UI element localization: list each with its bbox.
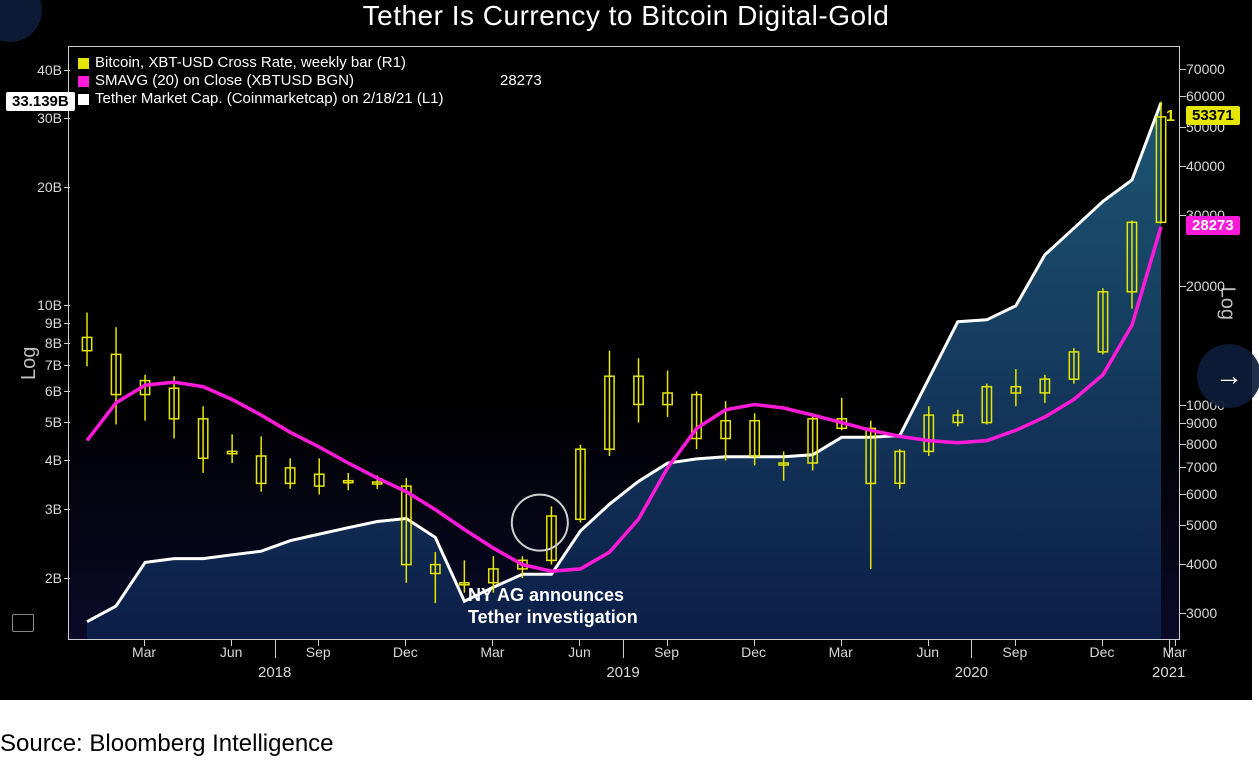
y-left-tick-label: 5B: [45, 414, 62, 430]
legend: Bitcoin, XBT-USD Cross Rate, weekly bar …: [78, 54, 444, 108]
y-right-tick-label: 9000: [1186, 415, 1217, 431]
tether-area: [87, 103, 1161, 639]
legend-swatch-smavg: [78, 76, 89, 87]
y-right-tick-label: 5000: [1186, 517, 1217, 533]
x-month-label: Jun: [568, 644, 591, 660]
x-year-label: 2018: [258, 664, 291, 681]
annotation-line2: Tether investigation: [468, 606, 638, 628]
x-month-label: Mar: [829, 644, 853, 660]
chart-title: Tether Is Currency to Bitcoin Digital-Go…: [0, 0, 1252, 32]
chart-container: Tether Is Currency to Bitcoin Digital-Go…: [0, 0, 1259, 767]
x-year-label: 2020: [955, 664, 988, 681]
x-month-label: Sep: [1002, 644, 1027, 660]
y-left-tick-label: 8B: [45, 335, 62, 351]
last-value-marker: 1: [1166, 108, 1175, 126]
legend-row-tether: Tether Market Cap. (Coinmarketcap) on 2/…: [78, 90, 444, 108]
x-year-label: 2021: [1152, 664, 1185, 681]
source-attribution: Source: Bloomberg Intelligence: [0, 730, 334, 758]
plot-svg: [69, 47, 1179, 639]
y-right-tick-label: 3000: [1186, 605, 1217, 621]
x-month-label: Jun: [916, 644, 939, 660]
y-left-tick-label: 30B: [37, 110, 62, 126]
x-axis-labels: MarJunSepDecMarJunSepDecMarJunSepDecMar2…: [68, 644, 1180, 694]
y-right-tick-label: 20000: [1186, 278, 1225, 294]
y-right-tick-label: 8000: [1186, 436, 1217, 452]
next-button[interactable]: →: [1197, 344, 1259, 408]
y-left-tick-label: 2B: [45, 570, 62, 586]
x-month-label: Jun: [220, 644, 243, 660]
x-month-label: Mar: [480, 644, 504, 660]
y-right-tick-label: 40000: [1186, 158, 1225, 174]
legend-row-smavg: SMAVG (20) on Close (XBTUSD BGN): [78, 72, 444, 90]
y-left-tick-label: 4B: [45, 452, 62, 468]
y-right-tick-label: 60000: [1186, 88, 1225, 104]
x-month-label: Mar: [132, 644, 156, 660]
legend-smavg-value: 28273: [500, 72, 542, 89]
y-right-tick-label: 6000: [1186, 486, 1217, 502]
plot-area: [68, 46, 1180, 640]
legend-swatch-tether: [78, 94, 89, 105]
y-left-tick-label: 7B: [45, 357, 62, 373]
y-left-tick-label: 3B: [45, 501, 62, 517]
y-right-tick-label: 70000: [1186, 61, 1225, 77]
x-month-label: Sep: [306, 644, 331, 660]
x-month-label: Dec: [393, 644, 418, 660]
y-right-tick-label: 7000: [1186, 459, 1217, 475]
terminal-icon: [12, 614, 34, 632]
y-right-tick-label: 4000: [1186, 556, 1217, 572]
y-left-tick-label: 10B: [37, 297, 62, 313]
arrow-right-icon: →: [1215, 360, 1243, 392]
badge-left-value: 33.139B: [6, 92, 75, 111]
x-month-label: Dec: [741, 644, 766, 660]
annotation-line1: NY AG announces: [468, 584, 638, 606]
legend-row-bitcoin: Bitcoin, XBT-USD Cross Rate, weekly bar …: [78, 54, 444, 72]
chart-card: Tether Is Currency to Bitcoin Digital-Go…: [0, 0, 1252, 700]
badge-right-smavg: 28273: [1186, 216, 1240, 235]
legend-swatch-bitcoin: [78, 58, 89, 69]
legend-label-smavg: SMAVG (20) on Close (XBTUSD BGN): [95, 72, 354, 90]
y-left-tick-label: 40B: [37, 62, 62, 78]
y-left-tick-label: 6B: [45, 383, 62, 399]
legend-label-bitcoin: Bitcoin, XBT-USD Cross Rate, weekly bar …: [95, 54, 406, 72]
badge-right-bitcoin: 53371: [1186, 106, 1240, 125]
x-year-label: 2019: [606, 664, 639, 681]
annotation-text: NY AG announces Tether investigation: [468, 584, 638, 628]
y-left-tick-label: 9B: [45, 315, 62, 331]
x-month-label: Mar: [1162, 644, 1186, 660]
legend-label-tether: Tether Market Cap. (Coinmarketcap) on 2/…: [95, 90, 444, 108]
y-left-tick-label: 20B: [37, 179, 62, 195]
annotation-circle: [512, 495, 568, 551]
x-month-label: Dec: [1089, 644, 1114, 660]
x-month-label: Sep: [654, 644, 679, 660]
left-axis-title: Log: [18, 347, 41, 380]
